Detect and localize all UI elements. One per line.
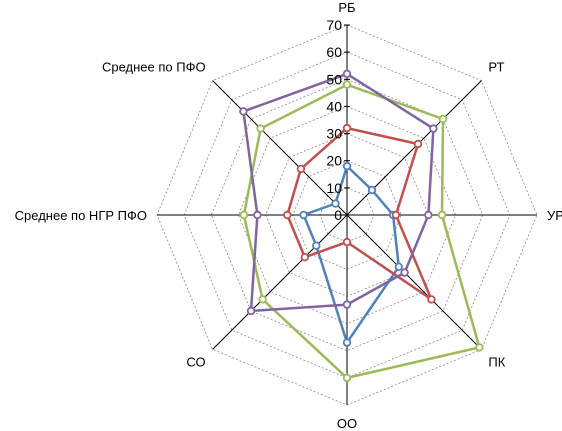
- series-3-point-5: [258, 295, 267, 304]
- tick-label-0: 0: [334, 207, 342, 223]
- category-label-4: ОО: [337, 416, 357, 431]
- series-2-point-2: [391, 210, 401, 220]
- series-1-point-3: [394, 262, 403, 271]
- category-label-0: РБ: [338, 0, 355, 15]
- series-1-point-7: [331, 199, 340, 208]
- series-4-point-6: [253, 210, 262, 220]
- series-4-point-0: [342, 69, 352, 79]
- series-1-point-5: [312, 241, 321, 250]
- series-2-point-1: [413, 139, 423, 149]
- category-label-1: РТ: [488, 60, 504, 75]
- category-label-3: ПК: [488, 354, 505, 369]
- series-1-point-1: [367, 185, 377, 195]
- series-3-point-3: [475, 343, 484, 352]
- tick-label-50: 50: [326, 71, 342, 87]
- series-1-point-4: [342, 338, 352, 347]
- series-1-line: [302, 164, 401, 344]
- axis-spoke-7: [212, 80, 348, 216]
- series-3-point-7: [256, 124, 265, 133]
- axis-spoke-1: [346, 80, 482, 216]
- radar-grid: [156, 24, 538, 406]
- series-4-point-4: [342, 300, 352, 309]
- series-3-point-6: [239, 210, 249, 220]
- tick-label-30: 30: [326, 126, 342, 142]
- series-4-point-7: [239, 107, 248, 116]
- series-3-point-2: [437, 210, 447, 220]
- series-2-point-5: [300, 253, 309, 262]
- grid-ring-20: [292, 160, 402, 270]
- series-3-point-0: [342, 80, 352, 89]
- series-3-point-1: [438, 114, 448, 124]
- radar-labels: 0 10 20 30 40 50 60 70 РБ РТ УР ПК ОО СО Среднее по НГ…: [15, 0, 562, 431]
- series-2-point-7: [296, 164, 306, 174]
- series-4-point-3: [400, 268, 409, 277]
- axis-spoke-5: [212, 214, 348, 350]
- tick-label-20: 20: [326, 153, 342, 169]
- series-2-point-0: [342, 123, 352, 133]
- tick-label-70: 70: [326, 17, 342, 33]
- category-label-7: Среднее по ПФО: [102, 60, 206, 75]
- series-2-point-6: [283, 210, 292, 220]
- grid-ring-50: [210, 78, 484, 352]
- tick-label-60: 60: [326, 44, 342, 60]
- series-2-point-4: [342, 237, 352, 247]
- tick-label-10: 10: [326, 180, 342, 196]
- category-label-5: СО: [186, 354, 205, 369]
- series-1-point-6: [299, 210, 308, 220]
- series-1-point-0: [342, 161, 352, 171]
- category-label-6: Среднее по НГР ПФО: [15, 208, 147, 223]
- series-3-line: [242, 83, 481, 380]
- series-2-point-3: [427, 295, 436, 304]
- series-4-point-5: [246, 306, 256, 316]
- series-4-point-2: [424, 210, 433, 220]
- series-3-point-4: [342, 373, 352, 383]
- axis-spoke-3: [346, 214, 482, 350]
- tick-label-40: 40: [326, 98, 342, 114]
- category-label-2: УР: [547, 208, 562, 223]
- radar-series: [239, 69, 484, 383]
- series-4-point-1: [429, 124, 438, 133]
